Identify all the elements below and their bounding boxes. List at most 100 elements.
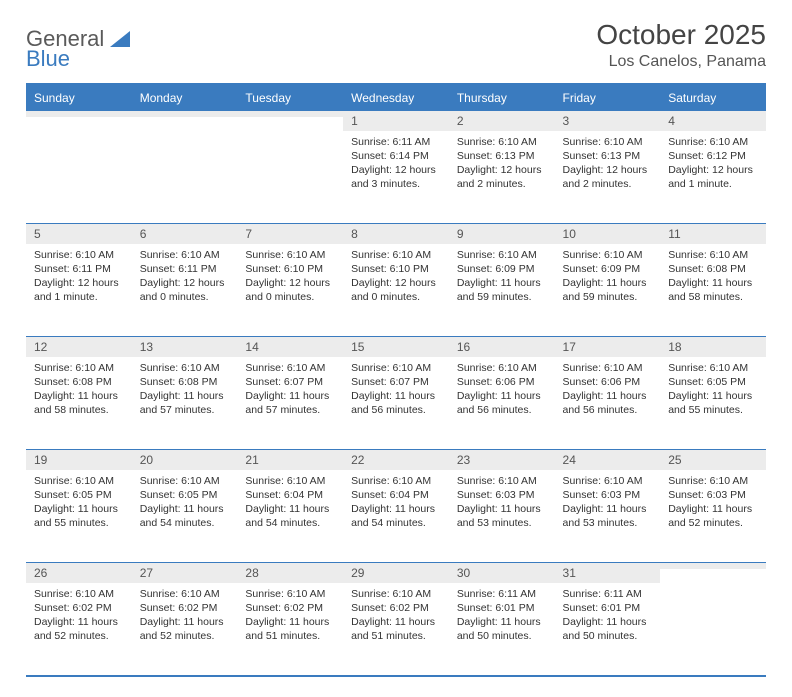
- day-info-line: Sunrise: 6:10 AM: [351, 361, 441, 375]
- day-number: 30: [449, 562, 555, 583]
- day-number: 19: [26, 449, 132, 470]
- day-number: 6: [132, 223, 238, 244]
- day-cell-body: Sunrise: 6:10 AMSunset: 6:10 PMDaylight:…: [343, 244, 449, 311]
- week-body-row: Sunrise: 6:11 AMSunset: 6:14 PMDaylight:…: [26, 131, 766, 223]
- day-cell-body: Sunrise: 6:10 AMSunset: 6:07 PMDaylight:…: [343, 357, 449, 424]
- day-number: 16: [449, 336, 555, 357]
- day-info-line: Sunset: 6:03 PM: [668, 488, 758, 502]
- day-header: Thursday: [449, 84, 555, 111]
- day-cell: Sunrise: 6:10 AMSunset: 6:11 PMDaylight:…: [26, 244, 132, 336]
- day-cell-body: Sunrise: 6:10 AMSunset: 6:11 PMDaylight:…: [132, 244, 238, 311]
- day-cell-body: Sunrise: 6:10 AMSunset: 6:13 PMDaylight:…: [555, 131, 661, 198]
- week-body-row: Sunrise: 6:10 AMSunset: 6:05 PMDaylight:…: [26, 470, 766, 562]
- day-info-line: Sunrise: 6:10 AM: [245, 248, 335, 262]
- day-info-line: Daylight: 11 hours and 55 minutes.: [34, 502, 124, 530]
- day-info-line: Daylight: 11 hours and 50 minutes.: [563, 615, 653, 643]
- day-info-line: Sunset: 6:07 PM: [245, 375, 335, 389]
- day-info-line: Sunrise: 6:10 AM: [563, 248, 653, 262]
- day-cell: Sunrise: 6:10 AMSunset: 6:03 PMDaylight:…: [449, 470, 555, 562]
- calendar-header: SundayMondayTuesdayWednesdayThursdayFrid…: [26, 84, 766, 111]
- day-info-line: Sunset: 6:10 PM: [245, 262, 335, 276]
- day-info-line: Daylight: 11 hours and 58 minutes.: [668, 276, 758, 304]
- day-cell-body: Sunrise: 6:10 AMSunset: 6:12 PMDaylight:…: [660, 131, 766, 198]
- day-info-line: Sunrise: 6:10 AM: [140, 361, 230, 375]
- day-cell-body: Sunrise: 6:10 AMSunset: 6:05 PMDaylight:…: [26, 470, 132, 537]
- day-cell: Sunrise: 6:10 AMSunset: 6:04 PMDaylight:…: [343, 470, 449, 562]
- day-info-line: Daylight: 11 hours and 51 minutes.: [351, 615, 441, 643]
- day-info-line: Sunrise: 6:10 AM: [351, 474, 441, 488]
- day-cell-body: Sunrise: 6:11 AMSunset: 6:01 PMDaylight:…: [555, 583, 661, 650]
- day-cell: Sunrise: 6:10 AMSunset: 6:06 PMDaylight:…: [449, 357, 555, 449]
- day-cell-body: Sunrise: 6:10 AMSunset: 6:02 PMDaylight:…: [26, 583, 132, 650]
- day-info-line: Daylight: 12 hours and 0 minutes.: [351, 276, 441, 304]
- day-cell-body: Sunrise: 6:10 AMSunset: 6:08 PMDaylight:…: [660, 244, 766, 311]
- day-cell-body: Sunrise: 6:10 AMSunset: 6:13 PMDaylight:…: [449, 131, 555, 198]
- day-cell-body: Sunrise: 6:10 AMSunset: 6:03 PMDaylight:…: [555, 470, 661, 537]
- day-cell-body: [132, 131, 238, 141]
- day-cell: Sunrise: 6:10 AMSunset: 6:03 PMDaylight:…: [660, 470, 766, 562]
- day-info-line: Sunrise: 6:10 AM: [245, 587, 335, 601]
- week-body-row: Sunrise: 6:10 AMSunset: 6:11 PMDaylight:…: [26, 244, 766, 336]
- week-body-row: Sunrise: 6:10 AMSunset: 6:02 PMDaylight:…: [26, 583, 766, 676]
- day-info-line: Sunset: 6:11 PM: [34, 262, 124, 276]
- day-cell-body: [660, 583, 766, 593]
- day-info-line: Daylight: 11 hours and 56 minutes.: [563, 389, 653, 417]
- month-title: October 2025: [596, 20, 766, 51]
- header-row: General October 2025 Los Canelos, Panama: [26, 20, 766, 71]
- day-number: 9: [449, 223, 555, 244]
- day-info-line: Sunset: 6:09 PM: [457, 262, 547, 276]
- day-info-line: Sunset: 6:03 PM: [457, 488, 547, 502]
- day-number: [237, 111, 343, 117]
- day-info-line: Sunrise: 6:10 AM: [34, 474, 124, 488]
- day-cell-body: [237, 131, 343, 141]
- day-info-line: Sunset: 6:08 PM: [140, 375, 230, 389]
- day-cell-body: Sunrise: 6:10 AMSunset: 6:03 PMDaylight:…: [449, 470, 555, 537]
- day-number: 1: [343, 111, 449, 131]
- day-cell: Sunrise: 6:11 AMSunset: 6:01 PMDaylight:…: [449, 583, 555, 676]
- day-cell: Sunrise: 6:10 AMSunset: 6:02 PMDaylight:…: [343, 583, 449, 676]
- day-number: [132, 111, 238, 117]
- day-number: 20: [132, 449, 238, 470]
- day-cell: Sunrise: 6:11 AMSunset: 6:14 PMDaylight:…: [343, 131, 449, 223]
- day-info-line: Sunrise: 6:11 AM: [563, 587, 653, 601]
- day-info-line: Daylight: 11 hours and 53 minutes.: [457, 502, 547, 530]
- day-number: 7: [237, 223, 343, 244]
- day-number: [660, 562, 766, 569]
- day-info-line: Sunrise: 6:10 AM: [34, 587, 124, 601]
- day-cell-body: Sunrise: 6:10 AMSunset: 6:02 PMDaylight:…: [132, 583, 238, 650]
- day-info-line: Daylight: 12 hours and 0 minutes.: [140, 276, 230, 304]
- day-info-line: Sunrise: 6:10 AM: [457, 248, 547, 262]
- week-daynum-row: 19202122232425: [26, 449, 766, 470]
- day-number: 12: [26, 336, 132, 357]
- day-info-line: Daylight: 12 hours and 1 minute.: [668, 163, 758, 191]
- day-cell: Sunrise: 6:10 AMSunset: 6:03 PMDaylight:…: [555, 470, 661, 562]
- day-info-line: Sunset: 6:14 PM: [351, 149, 441, 163]
- day-cell-body: Sunrise: 6:10 AMSunset: 6:02 PMDaylight:…: [237, 583, 343, 650]
- logo-text-blue: Blue: [26, 46, 70, 72]
- day-info-line: Daylight: 11 hours and 53 minutes.: [563, 502, 653, 530]
- day-info-line: Sunset: 6:13 PM: [563, 149, 653, 163]
- day-cell-body: Sunrise: 6:10 AMSunset: 6:03 PMDaylight:…: [660, 470, 766, 537]
- day-info-line: Daylight: 11 hours and 56 minutes.: [351, 389, 441, 417]
- day-number: 24: [555, 449, 661, 470]
- day-cell: Sunrise: 6:10 AMSunset: 6:12 PMDaylight:…: [660, 131, 766, 223]
- day-info-line: Sunset: 6:04 PM: [351, 488, 441, 502]
- day-info-line: Sunset: 6:09 PM: [563, 262, 653, 276]
- day-cell: Sunrise: 6:10 AMSunset: 6:07 PMDaylight:…: [237, 357, 343, 449]
- day-info-line: Daylight: 12 hours and 0 minutes.: [245, 276, 335, 304]
- day-cell-body: Sunrise: 6:10 AMSunset: 6:04 PMDaylight:…: [237, 470, 343, 537]
- day-info-line: Sunrise: 6:10 AM: [351, 248, 441, 262]
- week-body-row: Sunrise: 6:10 AMSunset: 6:08 PMDaylight:…: [26, 357, 766, 449]
- day-info-line: Sunset: 6:11 PM: [140, 262, 230, 276]
- calendar-table: SundayMondayTuesdayWednesdayThursdayFrid…: [26, 83, 766, 677]
- day-info-line: Daylight: 11 hours and 54 minutes.: [245, 502, 335, 530]
- day-info-line: Sunrise: 6:10 AM: [351, 587, 441, 601]
- day-info-line: Daylight: 12 hours and 3 minutes.: [351, 163, 441, 191]
- day-cell: Sunrise: 6:10 AMSunset: 6:06 PMDaylight:…: [555, 357, 661, 449]
- day-info-line: Daylight: 11 hours and 57 minutes.: [140, 389, 230, 417]
- day-cell-body: Sunrise: 6:10 AMSunset: 6:08 PMDaylight:…: [132, 357, 238, 424]
- day-info-line: Sunrise: 6:10 AM: [34, 361, 124, 375]
- day-info-line: Sunrise: 6:10 AM: [140, 474, 230, 488]
- day-cell: [660, 583, 766, 676]
- day-info-line: Sunset: 6:01 PM: [457, 601, 547, 615]
